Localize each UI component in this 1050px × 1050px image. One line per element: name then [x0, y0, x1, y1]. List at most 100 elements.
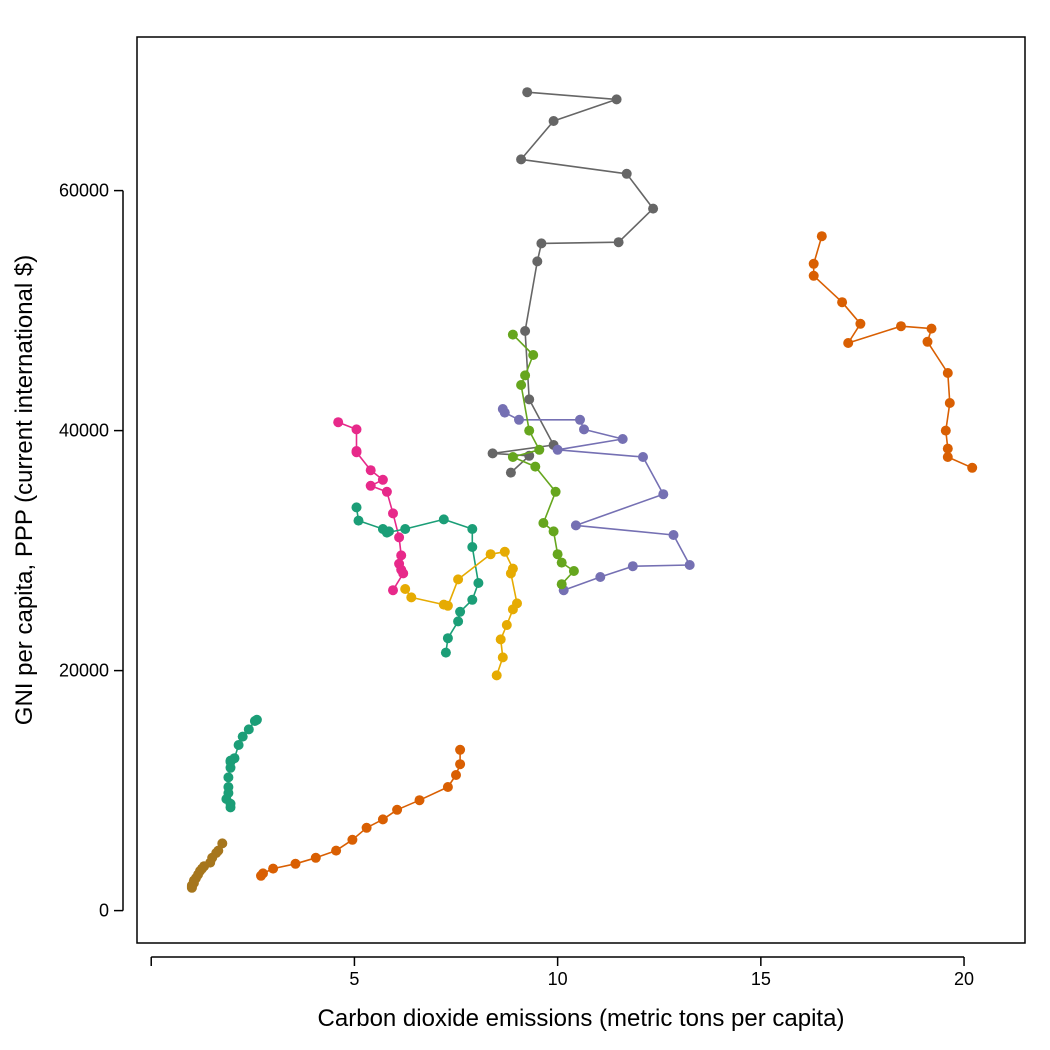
data-point — [442, 600, 453, 611]
data-point — [400, 524, 411, 534]
data-point — [520, 326, 531, 336]
data-point — [595, 572, 606, 582]
data-point — [438, 514, 449, 525]
data-point — [507, 329, 518, 340]
series-7 — [400, 546, 522, 681]
data-point — [575, 414, 585, 425]
series-5 — [333, 417, 409, 596]
data-point — [310, 852, 321, 863]
data-point — [388, 585, 398, 596]
data-point — [538, 518, 549, 528]
data-point — [627, 561, 638, 572]
data-point — [507, 452, 518, 462]
data-point — [843, 338, 854, 348]
data-point — [940, 425, 951, 436]
data-point — [473, 578, 484, 588]
data-point — [495, 634, 506, 645]
data-point — [896, 321, 906, 332]
data-point — [816, 231, 827, 242]
data-point — [414, 795, 425, 806]
data-point — [556, 579, 567, 590]
data-point — [442, 633, 453, 644]
series-3 — [497, 404, 695, 596]
data-point — [351, 424, 362, 435]
data-point — [522, 87, 533, 98]
data-point — [536, 238, 547, 249]
y-tick-label: 0 — [99, 901, 109, 921]
data-point — [440, 647, 451, 658]
data-point — [611, 94, 622, 105]
data-point — [485, 549, 496, 560]
data-point — [570, 520, 581, 531]
x-tick-label: 15 — [751, 969, 771, 989]
data-point — [256, 870, 266, 881]
data-point — [617, 434, 628, 444]
data-point — [613, 237, 624, 248]
data-point — [243, 724, 254, 735]
data-point — [351, 502, 362, 513]
data-point — [501, 620, 512, 630]
data-point — [249, 716, 260, 726]
data-point — [290, 858, 301, 869]
data-point — [467, 542, 478, 552]
x-tick-label: 5 — [349, 969, 359, 989]
data-point — [487, 448, 498, 459]
data-point — [406, 592, 417, 603]
data-point — [855, 318, 866, 329]
data-point — [237, 731, 248, 742]
series-2 — [808, 231, 978, 473]
data-point — [621, 168, 632, 179]
data-point — [365, 480, 376, 491]
data-point — [233, 740, 244, 750]
series-9 — [256, 744, 466, 881]
data-point — [351, 447, 362, 458]
data-point — [499, 407, 510, 418]
data-point — [808, 270, 819, 281]
data-point — [377, 474, 388, 485]
data-point — [548, 116, 559, 126]
data-point — [579, 424, 589, 435]
data-point — [532, 256, 543, 267]
series-10 — [186, 838, 228, 893]
data-point — [552, 444, 563, 455]
data-point — [505, 467, 516, 478]
data-point — [568, 566, 579, 576]
data-point — [394, 532, 405, 543]
data-point — [556, 557, 567, 568]
data-point — [507, 604, 518, 615]
data-point — [514, 414, 524, 425]
data-point — [528, 350, 539, 360]
y-tick-label: 20000 — [59, 661, 109, 681]
data-point — [967, 462, 978, 473]
data-point — [381, 527, 392, 538]
x-tick-label: 20 — [954, 969, 974, 989]
data-point — [524, 425, 535, 436]
data-point — [534, 444, 545, 455]
x-axis-title: Carbon dioxide emissions (metric tons pe… — [318, 1005, 845, 1032]
data-point — [455, 759, 466, 770]
data-point — [505, 568, 516, 579]
data-point — [398, 568, 409, 579]
y-tick-label: 60000 — [59, 181, 109, 201]
data-point — [944, 398, 955, 408]
y-tick-label: 40000 — [59, 421, 109, 441]
data-point — [467, 524, 478, 534]
data-point — [455, 744, 466, 755]
data-point — [388, 508, 398, 519]
data-point — [520, 370, 531, 381]
data-point — [499, 546, 510, 557]
data-point — [333, 417, 344, 428]
data-point — [926, 323, 937, 334]
data-point — [225, 762, 236, 773]
data-point — [186, 882, 197, 893]
data-point — [400, 584, 411, 594]
data-point — [837, 297, 848, 308]
data-point — [942, 443, 953, 454]
series-layer — [186, 87, 978, 893]
data-point — [491, 670, 502, 681]
plot-frame — [136, 36, 1026, 944]
series-4 — [507, 329, 579, 590]
